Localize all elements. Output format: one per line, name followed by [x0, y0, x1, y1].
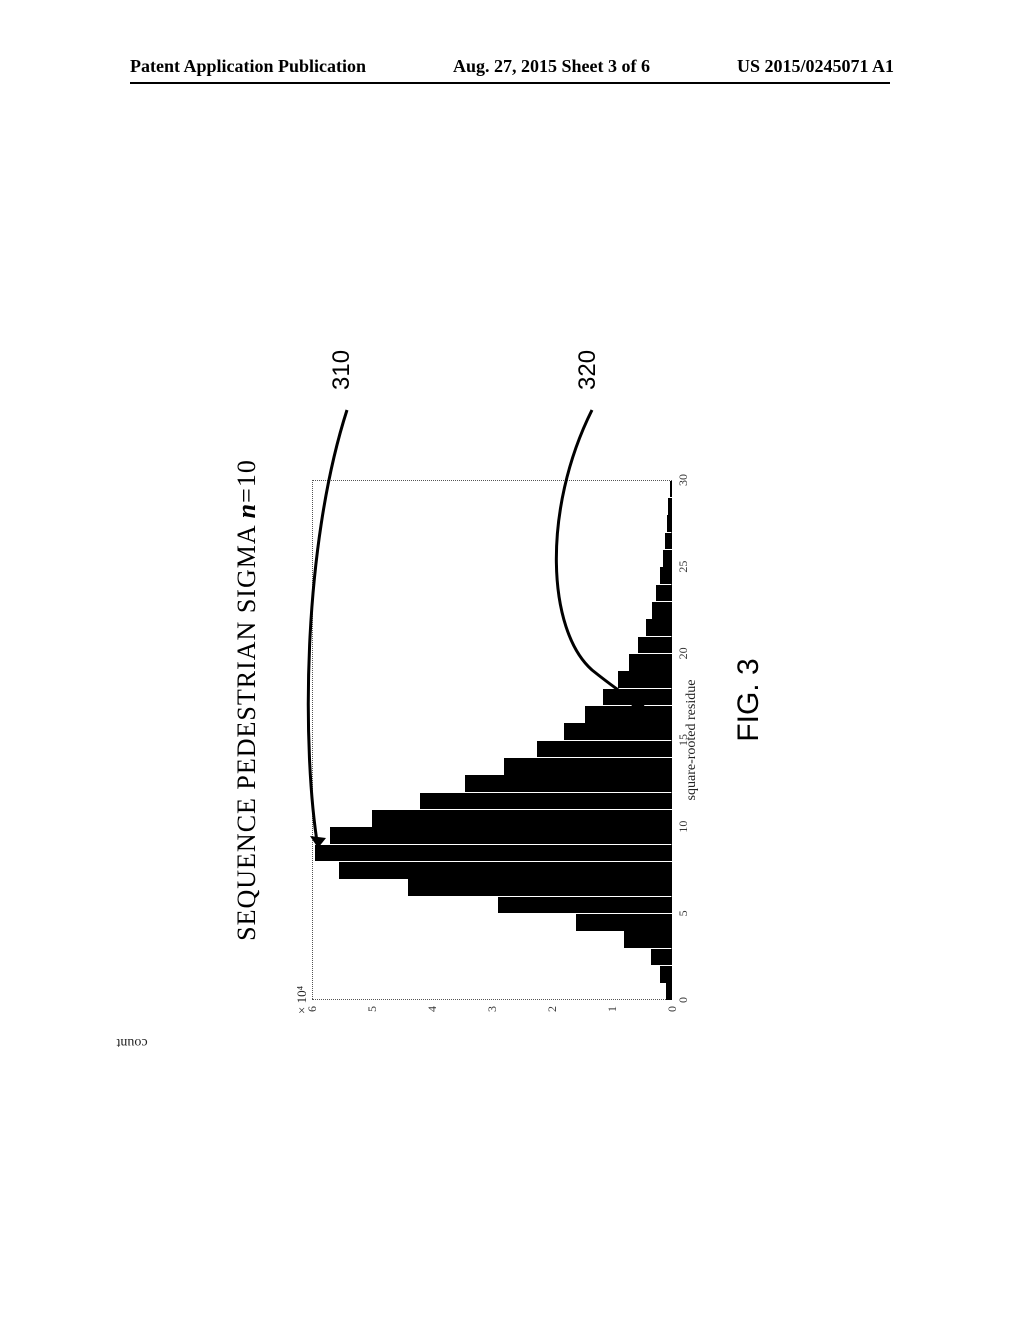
figure-stage: SEQUENCE PEDESTRIAN SIGMA n=10 × 10⁴ cou…	[232, 290, 792, 1110]
callout-310-line	[308, 410, 347, 848]
callout-310-label: 310	[328, 350, 356, 390]
callout-lines	[232, 290, 792, 1110]
header-rule	[130, 82, 890, 84]
figure-caption: FIG. 3	[732, 290, 766, 1110]
header-middle: Aug. 27, 2015 Sheet 3 of 6	[453, 56, 650, 77]
page-header: Patent Application Publication Aug. 27, …	[0, 56, 1024, 77]
header-right: US 2015/0245071 A1	[737, 56, 894, 77]
callout-320-line	[556, 410, 644, 706]
callout-320-label: 320	[574, 350, 602, 390]
page: Patent Application Publication Aug. 27, …	[0, 0, 1024, 1320]
callout-310-arrowhead	[310, 836, 326, 848]
header-left: Patent Application Publication	[130, 56, 366, 77]
